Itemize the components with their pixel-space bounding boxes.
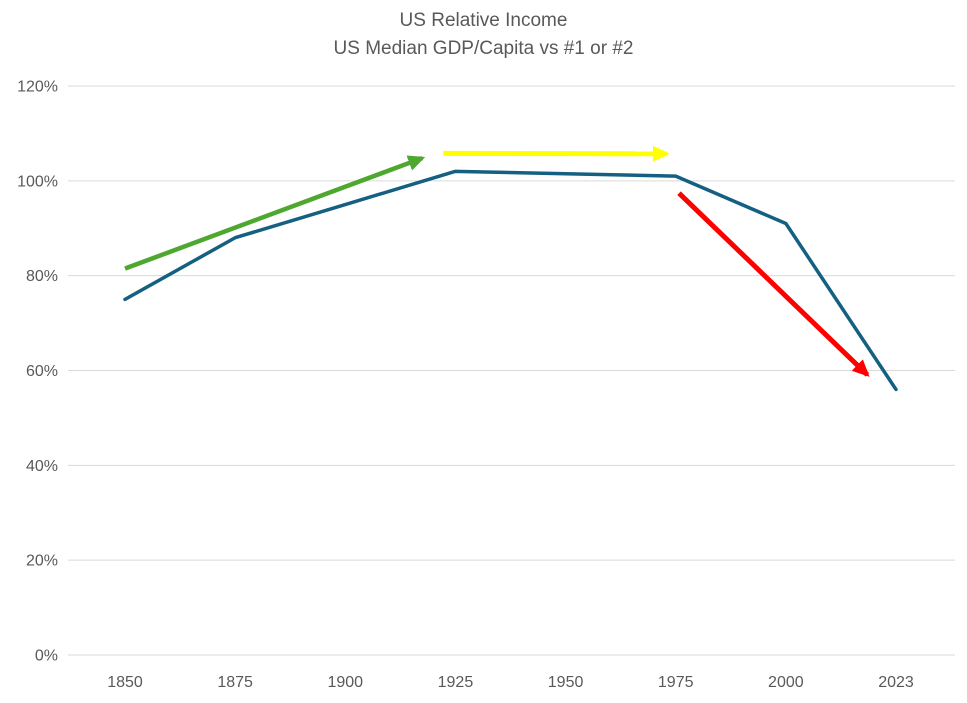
decline-arrow <box>677 191 870 377</box>
x-tick-label: 1975 <box>658 674 694 691</box>
y-tick-label: 60% <box>26 363 58 380</box>
y-tick-label: 120% <box>17 79 58 96</box>
y-tick-label: 80% <box>26 268 58 285</box>
y-tick-label: 40% <box>26 458 58 475</box>
rise-arrow <box>124 155 426 271</box>
x-tick-label: 1900 <box>327 674 363 691</box>
x-tick-label: 1850 <box>107 674 143 691</box>
chart-title-line2: US Median GDP/Capita vs #1 or #2 <box>333 38 634 59</box>
x-tick-label: 1950 <box>548 674 584 691</box>
x-tick-label: 2000 <box>768 674 804 691</box>
chart-title: US Relative Income US Median GDP/Capita … <box>0 7 967 63</box>
x-tick-label: 2023 <box>878 674 914 691</box>
x-tick-label: 1925 <box>438 674 474 691</box>
y-tick-label: 100% <box>17 173 58 190</box>
y-tick-label: 20% <box>26 553 58 570</box>
chart-title-line1: US Relative Income <box>399 10 568 31</box>
y-tick-label: 0% <box>35 648 58 665</box>
series-line <box>123 169 898 392</box>
x-tick-label: 1875 <box>217 674 253 691</box>
